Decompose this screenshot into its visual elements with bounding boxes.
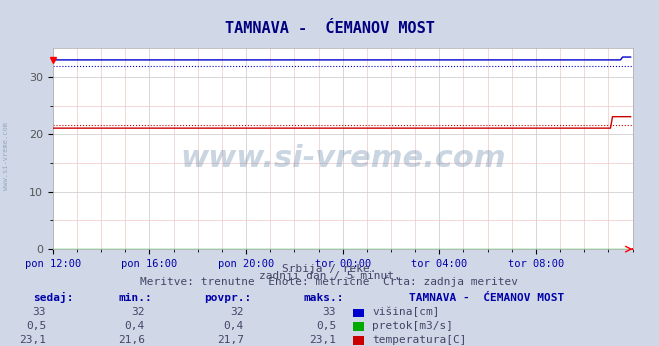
Text: www.si-vreme.com: www.si-vreme.com [3, 122, 9, 190]
Text: Srbija / reke.: Srbija / reke. [282, 264, 377, 274]
Text: 0,5: 0,5 [26, 321, 46, 331]
Text: maks.:: maks.: [303, 293, 343, 303]
Text: 0,4: 0,4 [223, 321, 244, 331]
Text: 32: 32 [231, 307, 244, 317]
Text: min.:: min.: [119, 293, 152, 303]
Text: TAMNAVA -  ĆEMANOV MOST: TAMNAVA - ĆEMANOV MOST [225, 21, 434, 36]
Text: zadnji dan / 5 minut.: zadnji dan / 5 minut. [258, 271, 401, 281]
Text: 32: 32 [132, 307, 145, 317]
Text: 33: 33 [33, 307, 46, 317]
Text: TAMNAVA -  ĆEMANOV MOST: TAMNAVA - ĆEMANOV MOST [409, 293, 564, 303]
Text: 21,6: 21,6 [118, 335, 145, 345]
Text: 23,1: 23,1 [309, 335, 336, 345]
Text: 23,1: 23,1 [19, 335, 46, 345]
Text: 0,4: 0,4 [125, 321, 145, 331]
Text: višina[cm]: višina[cm] [372, 307, 440, 317]
Text: 33: 33 [323, 307, 336, 317]
Text: www.si-vreme.com: www.si-vreme.com [180, 144, 505, 173]
Text: povpr.:: povpr.: [204, 293, 252, 303]
Text: Meritve: trenutne  Enote: metrične  Črta: zadnja meritev: Meritve: trenutne Enote: metrične Črta: … [140, 275, 519, 288]
Text: pretok[m3/s]: pretok[m3/s] [372, 321, 453, 331]
Text: 21,7: 21,7 [217, 335, 244, 345]
Text: temperatura[C]: temperatura[C] [372, 335, 467, 345]
Text: sedaj:: sedaj: [33, 292, 73, 303]
Text: 0,5: 0,5 [316, 321, 336, 331]
